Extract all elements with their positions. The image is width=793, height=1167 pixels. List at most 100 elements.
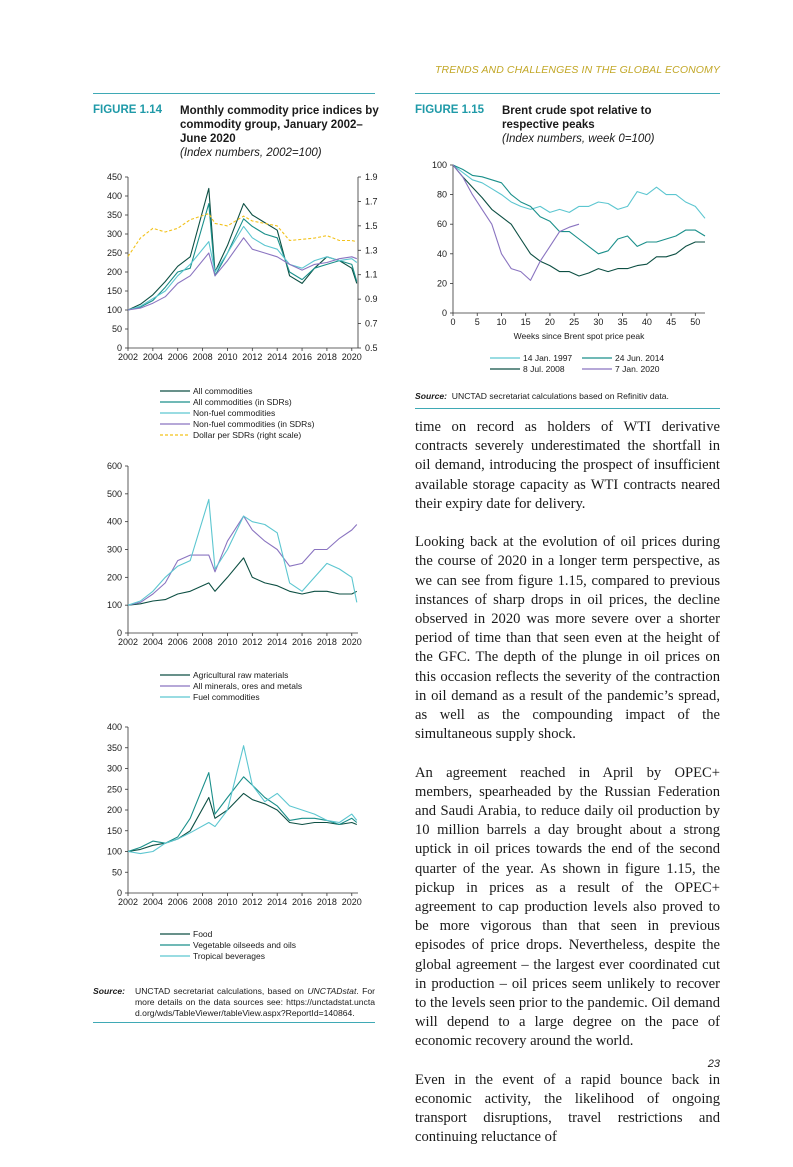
x-tick-label: 2008 — [193, 897, 213, 907]
figure-title: Brent crude spot relative to respective … — [502, 105, 652, 131]
y-tick-label: 100 — [107, 847, 122, 857]
page-number: 23 — [707, 1058, 720, 1070]
x-tick-label: 2006 — [168, 637, 188, 647]
source-label: Source: — [93, 986, 125, 996]
y2-tick-label: 1.1 — [365, 270, 378, 280]
legend-label: 7 Jan. 2020 — [615, 364, 660, 374]
series-line — [127, 213, 357, 257]
y-tick-label: 200 — [107, 267, 122, 277]
x-tick-label: 2018 — [317, 897, 337, 907]
x-tick-label: 25 — [569, 317, 579, 327]
y-tick-label: 400 — [107, 191, 122, 201]
y-tick-label: 20 — [437, 278, 447, 288]
x-tick-label: 2004 — [143, 637, 163, 647]
y-tick-label: 0 — [442, 308, 447, 318]
series-line — [127, 772, 358, 853]
x-tick-label: 5 — [475, 317, 480, 327]
paragraph: Looking back at the evolution of oil pri… — [415, 534, 720, 743]
source-italic: UNCTADstat — [307, 986, 357, 996]
x-tick-label: 2002 — [118, 897, 138, 907]
y-tick-label: 60 — [437, 219, 447, 229]
legend-label: Food — [193, 929, 213, 939]
x-tick-label: 2004 — [143, 897, 163, 907]
legend-label: 8 Jul. 2008 — [523, 364, 565, 374]
y2-tick-label: 1.5 — [365, 221, 378, 231]
figure-label: FIGURE 1.14 — [93, 104, 163, 116]
series-line — [127, 557, 358, 606]
paragraph: time on record as holders of WTI derivat… — [415, 419, 720, 512]
series-line — [452, 164, 705, 277]
x-tick-label: 30 — [593, 317, 603, 327]
figure-source: Source: UNCTAD secretariat calculations,… — [93, 986, 375, 1019]
paragraph: Even in the event of a rapid bounce back… — [415, 1071, 720, 1146]
series-line — [127, 515, 358, 606]
legend-label: All minerals, ores and metals — [193, 681, 302, 691]
y-tick-label: 0 — [117, 343, 122, 353]
y-tick-label: 50 — [112, 867, 122, 877]
x-tick-label: 2018 — [317, 637, 337, 647]
y-tick-label: 100 — [432, 160, 447, 170]
source-text: UNCTAD secretariat calculations based on… — [451, 391, 669, 401]
page: TRENDS AND CHALLENGES IN THE GLOBAL ECON… — [93, 64, 720, 1146]
x-tick-label: 2006 — [168, 352, 188, 362]
y-tick-label: 450 — [107, 172, 122, 182]
legend-label: Vegetable oilseeds and oils — [193, 940, 296, 950]
y-tick-label: 500 — [107, 489, 122, 499]
legend-label: 14 Jan. 1997 — [523, 353, 572, 363]
x-tick-label: 2014 — [267, 897, 287, 907]
series-line — [452, 164, 706, 255]
legend-label: Agricultural raw materials — [193, 670, 288, 680]
x-tick-label: 2016 — [292, 352, 312, 362]
x-tick-label: 2012 — [242, 637, 262, 647]
x-tick-label: 2010 — [217, 897, 237, 907]
y-tick-label: 200 — [107, 572, 122, 582]
x-tick-label: 45 — [666, 317, 676, 327]
x-tick-label: 2012 — [242, 352, 262, 362]
x-tick-label: 2006 — [168, 897, 188, 907]
x-tick-label: 2020 — [342, 897, 362, 907]
x-tick-label: 2004 — [143, 352, 163, 362]
rule — [415, 93, 720, 94]
x-tick-label: 15 — [521, 317, 531, 327]
rule — [93, 93, 375, 94]
y-tick-label: 100 — [107, 600, 122, 610]
y-tick-label: 0 — [117, 628, 122, 638]
y2-tick-label: 1.3 — [365, 245, 378, 255]
y-tick-label: 200 — [107, 805, 122, 815]
x-tick-label: 2016 — [292, 637, 312, 647]
x-tick-label: 2008 — [193, 637, 213, 647]
source-text: . For more details on the data sources s… — [135, 986, 375, 1018]
y-tick-label: 0 — [117, 888, 122, 898]
legend-label: Tropical beverages — [193, 951, 265, 961]
y-tick-label: 350 — [107, 743, 122, 753]
y2-tick-label: 0.7 — [365, 319, 378, 329]
legend-label: 24 Jun. 2014 — [615, 353, 664, 363]
x-tick-label: 2002 — [118, 352, 138, 362]
legend-label: Fuel commodities — [193, 692, 260, 702]
legend-label: All commodities (in SDRs) — [193, 397, 292, 407]
x-tick-label: 2012 — [242, 897, 262, 907]
x-tick-label: 2002 — [118, 637, 138, 647]
series-line — [127, 237, 357, 311]
x-tick-label: 2014 — [267, 637, 287, 647]
y2-tick-label: 1.9 — [365, 172, 378, 182]
x-tick-label: 0 — [450, 317, 455, 327]
y-tick-label: 80 — [437, 190, 447, 200]
running-title: TRENDS AND CHALLENGES IN THE GLOBAL ECON… — [435, 64, 720, 76]
x-tick-label: 2018 — [317, 352, 337, 362]
x-tick-label: 2008 — [193, 352, 213, 362]
x-tick-label: 10 — [496, 317, 506, 327]
series-line — [127, 203, 358, 311]
source-text: UNCTAD secretariat calculations, based o… — [135, 986, 308, 996]
x-tick-label: 2016 — [292, 897, 312, 907]
figure-title: Monthly commodity price indices by commo… — [180, 105, 379, 145]
figure-label: FIGURE 1.15 — [415, 104, 485, 116]
figure-subtitle: (Index numbers, 2002=100) — [180, 147, 322, 159]
legend-label: Non-fuel commodities (in SDRs) — [193, 419, 315, 429]
source-label: Source: — [415, 391, 447, 401]
series-line — [452, 164, 580, 281]
series-line — [127, 225, 358, 311]
series-line — [452, 164, 706, 219]
y-tick-label: 150 — [107, 826, 122, 836]
paragraph: An agreement reached in April by OPEC+ m… — [415, 764, 720, 1050]
